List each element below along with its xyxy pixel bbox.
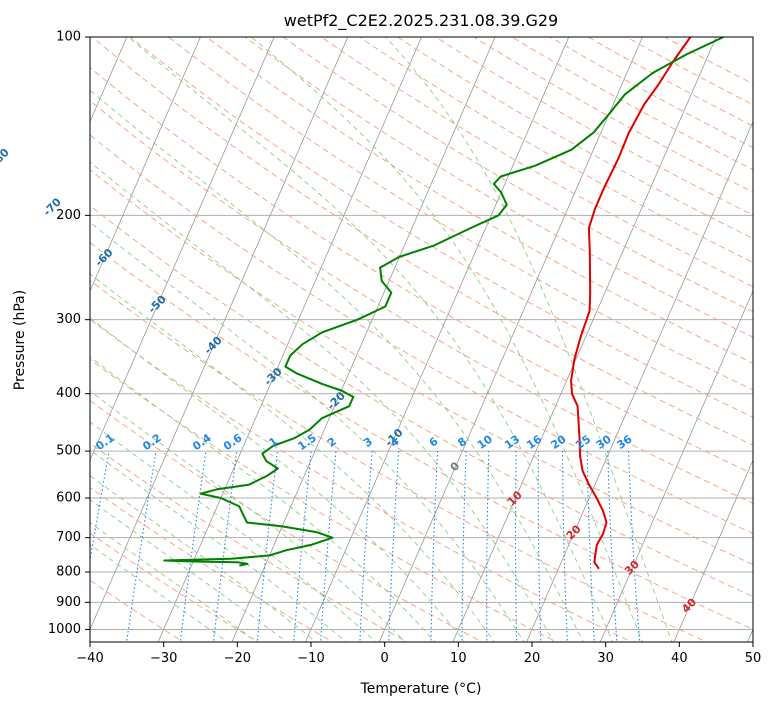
x-axis: −40 −30 −20 −10 0 10 20 30 40 50 (76, 642, 761, 666)
skewed-isotherm (90, 37, 275, 462)
moist-adiabat (90, 221, 525, 642)
moist-adiabat (251, 37, 643, 642)
y-tick-label: 600 (56, 491, 81, 506)
mixing-ratio-line (537, 451, 542, 642)
y-tick-label: 500 (56, 444, 81, 459)
skewed-isotherm (90, 37, 349, 631)
skewed-isotherm (90, 37, 201, 292)
y-tick-label: 400 (56, 386, 81, 401)
dry-adiabat (90, 205, 753, 598)
skewed-isotherm (90, 37, 128, 123)
y-tick-label: 800 (56, 565, 81, 580)
skewed-isotherm (157, 37, 422, 642)
x-tick-label: 40 (671, 651, 688, 666)
skewed-isotherm (231, 37, 496, 642)
x-tick-label: 0 (381, 651, 389, 666)
background-lines (90, 37, 753, 642)
y-tick-label: 300 (56, 312, 81, 327)
moist-adiabat (90, 161, 555, 642)
moist-adiabat (385, 37, 673, 642)
x-axis-title: Temperature (°C) (360, 681, 482, 697)
dry-adiabat (90, 100, 753, 504)
x-tick-label: −20 (224, 651, 251, 666)
mixing-ratio-line (514, 451, 518, 642)
x-tick-label: −40 (76, 651, 103, 666)
moist-adiabat (90, 449, 347, 642)
skewed-isotherm (305, 37, 570, 642)
dry-adiabat (90, 169, 753, 566)
dry-adiabat (90, 486, 334, 642)
mixing-ratio-line (388, 451, 400, 642)
y-axis: 100 200 300 400 500 600 700 800 900 1000 (48, 30, 90, 637)
dry-adiabat (90, 279, 708, 642)
dry-adiabat (90, 532, 259, 642)
dry-adiabat (90, 134, 753, 535)
dry-adiabat (90, 318, 633, 642)
moist-adiabat (90, 544, 229, 642)
skewed-isotherm (673, 459, 753, 642)
x-tick-label: 20 (524, 651, 541, 666)
moist-adiabat (90, 317, 466, 642)
y-tick-label: 900 (56, 595, 81, 610)
x-tick-label: −10 (297, 651, 324, 666)
x-tick-label: 10 (450, 651, 467, 666)
skewed-isotherm (599, 289, 753, 642)
x-tick-label: 30 (597, 651, 614, 666)
dry-adiabat (129, 37, 753, 418)
moist-adiabat (90, 522, 258, 642)
plot-frame (89, 36, 754, 643)
mixing-ratio-line (430, 451, 439, 642)
moist-adiabat (90, 89, 584, 642)
temperature-profile (570, 37, 692, 570)
moist-adiabat (90, 421, 377, 642)
skewed-isotherm (526, 120, 753, 642)
plot-area (90, 37, 753, 642)
y-tick-label: 200 (56, 208, 81, 223)
dewpoint-profile (163, 37, 724, 567)
dry-adiabat (90, 442, 409, 642)
dry-adiabat (167, 37, 753, 391)
y-tick-label: 1000 (48, 622, 81, 637)
moist-adiabat (90, 475, 317, 642)
mixing-ratio-line (586, 451, 595, 642)
mixing-ratio-line (486, 451, 490, 642)
dry-adiabat (244, 37, 753, 338)
y-tick-label: 700 (56, 530, 81, 545)
profiles (163, 37, 724, 570)
moist-adiabat (90, 356, 436, 642)
x-tick-label: 50 (745, 651, 762, 666)
dry-adiabat (282, 37, 753, 313)
mixing-ratio-line (562, 451, 568, 642)
y-axis-title: Pressure (hPa) (12, 290, 28, 390)
x-tick-label: −30 (150, 651, 177, 666)
dry-adiabat (90, 358, 558, 642)
skewed-isotherm (452, 37, 717, 642)
dry-adiabat (90, 400, 484, 642)
mixing-ratio-line (461, 451, 467, 642)
moist-adiabat (127, 37, 614, 642)
chart-title: wetPf2_C2E2.2025.231.08.39.G29 (284, 11, 558, 31)
y-tick-label: 100 (56, 30, 81, 45)
dry-adiabat (90, 241, 753, 630)
